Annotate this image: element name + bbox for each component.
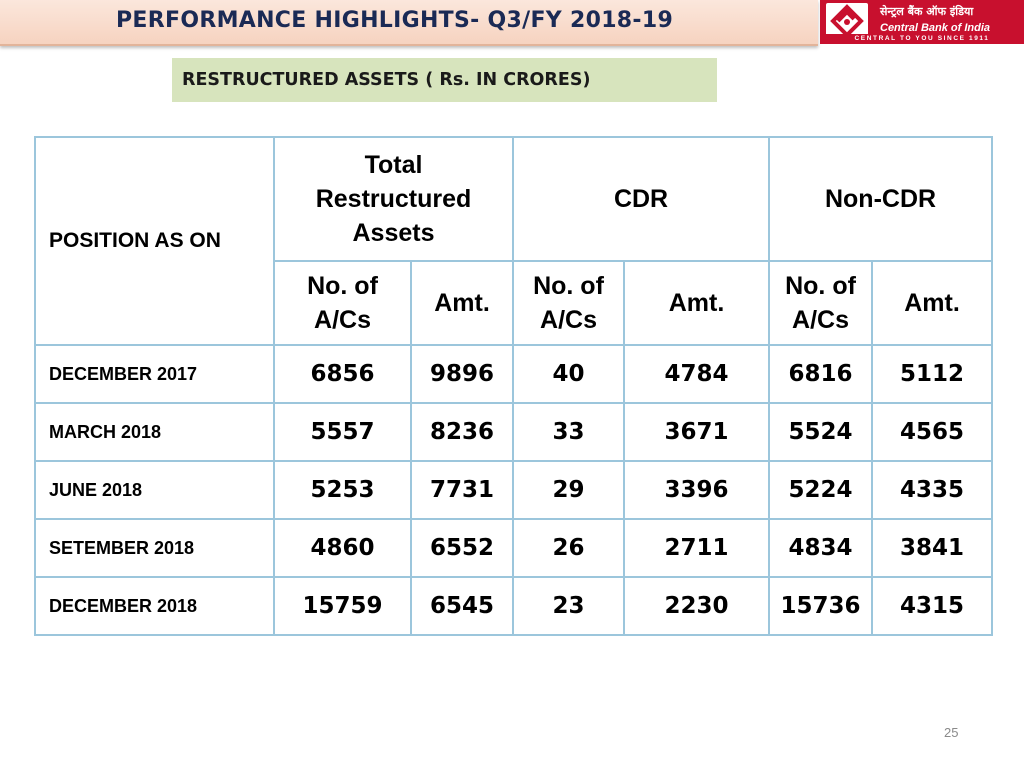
sub-header-accounts: No. of A/Cs [273,260,412,346]
cell-cdr-accounts: 23 [512,576,626,636]
sub-header-accounts: No. of A/Cs [768,260,874,346]
page-number: 25 [944,725,959,740]
row-position: JUNE 2018 [34,460,275,520]
cell-cdr-accounts: 33 [512,402,626,462]
position-header: POSITION AS ON [34,136,275,346]
title-banner: PERFORMANCE HIGHLIGHTS- Q3/FY 2018-19 [0,0,818,46]
cell-total-accounts: 6856 [273,344,412,404]
cell-total-accounts: 5253 [273,460,412,520]
row-position: SETEMBER 2018 [34,518,275,578]
sub-header-accounts: No. of A/Cs [512,260,626,346]
bank-tagline: CENTRAL TO YOU SINCE 1911 [820,34,1024,44]
cell-cdr-accounts: 29 [512,460,626,520]
table-row: MARCH 2018 5557 8236 33 3671 5524 4565 [34,402,994,462]
table-row: JUNE 2018 5253 7731 29 3396 5224 4335 [34,460,994,520]
cell-total-accounts: 15759 [273,576,412,636]
row-position: DECEMBER 2017 [34,344,275,404]
group-header-cdr: CDR [512,136,771,262]
row-position: DECEMBER 2018 [34,576,275,636]
table-row: DECEMBER 2017 6856 9896 40 4784 6816 511… [34,344,994,404]
cell-noncdr-accounts: 4834 [768,518,874,578]
cell-noncdr-accounts: 5224 [768,460,874,520]
cell-total-amount: 6552 [409,518,515,578]
bank-name-hindi: सेन्ट्रल बैंक ऑफ इंडिया [880,5,974,18]
group-header-non-cdr: Non-CDR [768,136,994,262]
cell-cdr-accounts: 26 [512,518,626,578]
header-row-groups: POSITION AS ON Total Restructured Assets… [34,136,994,346]
sub-header-amount: Amt. [623,260,771,346]
group-header-total: Total Restructured Assets [272,136,515,262]
cell-noncdr-accounts: 5524 [768,402,874,462]
cell-noncdr-amount: 4565 [871,402,994,462]
cell-cdr-amount: 3671 [623,402,771,462]
sub-header-amount: Amt. [871,260,994,346]
cell-cdr-amount: 2711 [623,518,771,578]
cell-cdr-accounts: 40 [512,344,626,404]
header-row-sub: No. of A/Cs Amt. No. of A/Cs Amt. No. of… [35,260,994,346]
cell-total-amount: 7731 [409,460,515,520]
cell-total-accounts: 4860 [273,518,412,578]
cell-cdr-amount: 2230 [623,576,771,636]
cell-total-accounts: 5557 [273,402,412,462]
row-position: MARCH 2018 [34,402,275,462]
cell-noncdr-amount: 3841 [871,518,994,578]
cell-total-amount: 9896 [409,344,515,404]
table-row: SETEMBER 2018 4860 6552 26 2711 4834 384… [34,518,994,578]
cell-noncdr-amount: 5112 [871,344,994,404]
cell-cdr-amount: 4784 [623,344,771,404]
cell-noncdr-accounts: 15736 [768,576,874,636]
restructured-assets-table: POSITION AS ON Total Restructured Assets… [34,136,994,636]
sub-header-amount: Amt. [409,260,515,346]
page-title: PERFORMANCE HIGHLIGHTS- Q3/FY 2018-19 [116,8,674,33]
cell-noncdr-amount: 4335 [871,460,994,520]
cell-cdr-amount: 3396 [623,460,771,520]
section-subtitle: RESTRUCTURED ASSETS ( Rs. IN CRORES) [172,58,717,102]
table-row: DECEMBER 2018 15759 6545 23 2230 15736 4… [34,576,994,636]
cell-total-amount: 6545 [409,576,515,636]
cell-total-amount: 8236 [409,402,515,462]
cell-noncdr-accounts: 6816 [768,344,874,404]
bank-name-english: Central Bank of India [880,22,991,34]
cell-noncdr-amount: 4315 [871,576,994,636]
